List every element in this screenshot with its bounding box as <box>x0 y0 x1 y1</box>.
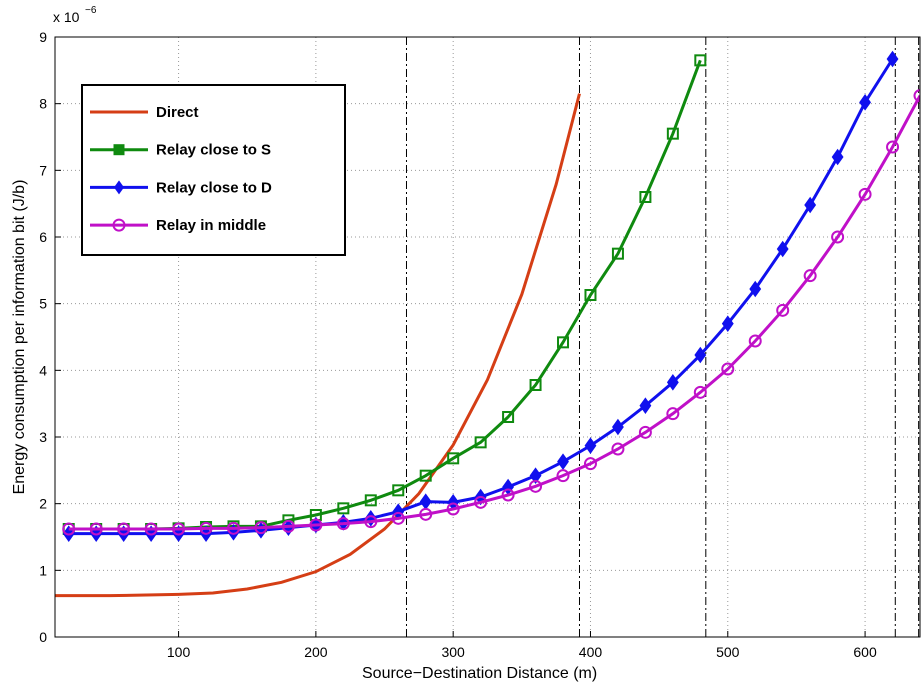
y-tick-label: 3 <box>39 429 47 445</box>
y-tick-label: 4 <box>39 362 47 378</box>
y-multiplier: x 10 <box>53 9 80 25</box>
legend-marker <box>114 145 124 155</box>
y-tick-label: 6 <box>39 229 47 245</box>
x-tick-label: 300 <box>441 644 465 660</box>
y-multiplier-exponent: −6 <box>85 5 97 16</box>
legend-label: Relay in middle <box>156 217 266 234</box>
x-tick-label: 400 <box>579 644 603 660</box>
x-tick-label: 500 <box>716 644 740 660</box>
y-tick-label: 9 <box>39 29 47 45</box>
y-tick-label: 1 <box>39 562 47 578</box>
x-axis-label: Source−Destination Distance (m) <box>362 665 597 682</box>
y-tick-label: 7 <box>39 162 47 178</box>
y-tick-label: 8 <box>39 96 47 112</box>
legend-label: Direct <box>156 104 199 121</box>
legend-label: Relay close to S <box>156 142 271 159</box>
y-tick-label: 0 <box>39 629 47 645</box>
y-tick-label: 5 <box>39 296 47 312</box>
x-tick-label: 100 <box>167 644 191 660</box>
x-tick-label: 200 <box>304 644 328 660</box>
legend-label: Relay close to D <box>156 179 272 196</box>
x-tick-label: 600 <box>853 644 877 660</box>
y-tick-label: 2 <box>39 496 47 512</box>
y-axis-label: Energy consumption per information bit (… <box>11 180 28 495</box>
